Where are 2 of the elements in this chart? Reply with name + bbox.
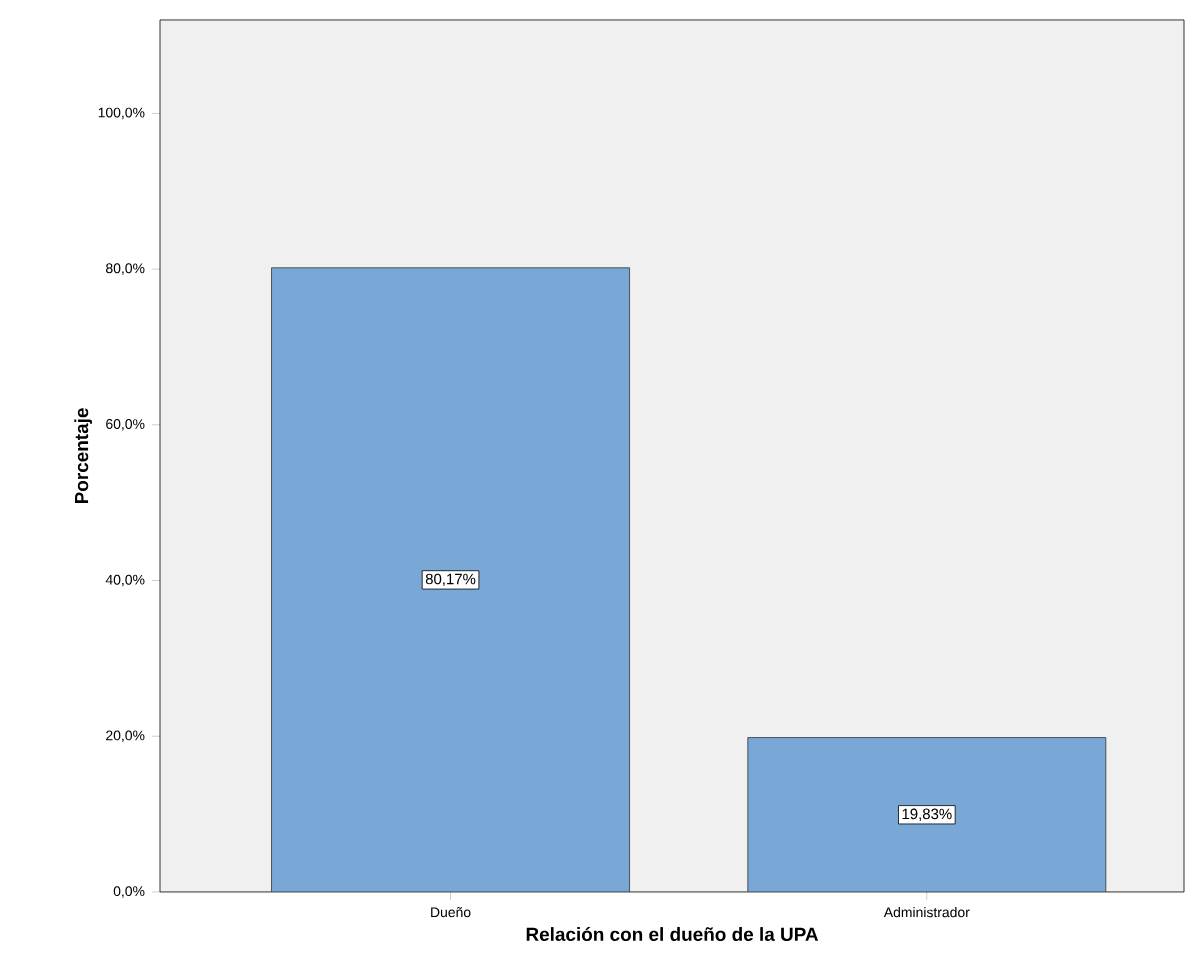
x-axis-title: Relación con el dueño de la UPA <box>526 926 819 941</box>
y-axis-title: Porcentaje <box>74 408 92 504</box>
